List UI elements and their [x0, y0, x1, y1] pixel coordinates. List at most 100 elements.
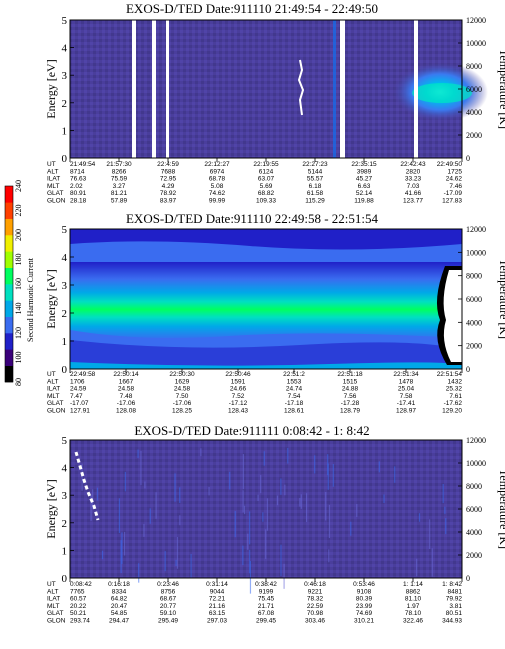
table-cell: 303.46	[305, 618, 325, 625]
table-cell: 75.45	[258, 596, 275, 603]
table-cell: 78.92	[160, 190, 177, 197]
table-row-label: ILAT	[47, 386, 60, 393]
table-cell: 7.48	[120, 393, 133, 400]
y2-tick-label: 0	[466, 154, 470, 163]
table-cell: 7.61	[449, 393, 462, 400]
table-cell: 63.15	[209, 610, 226, 617]
panel-1-ylabel: Energy [eV]	[44, 59, 58, 118]
table-cell: 72.95	[160, 176, 177, 183]
table-cell: 322.46	[403, 618, 423, 625]
y-tick-label: 4	[62, 463, 68, 475]
table-cell: 7.47	[70, 393, 83, 400]
table-cell: 8714	[70, 168, 85, 175]
table-cell: 22:4:59	[157, 161, 179, 168]
panel-2-plot	[69, 228, 463, 370]
y-tick-label: 4	[62, 252, 68, 264]
table-cell: 344.93	[442, 618, 462, 625]
table-cell: 0:46:18	[304, 581, 326, 588]
table-cell: 0:38:42	[255, 581, 277, 588]
table-cell: 128.08	[116, 408, 136, 415]
y2-tick-label: 10000	[466, 248, 486, 257]
table-cell: -17.07	[70, 400, 89, 407]
table-cell: 21.71	[258, 603, 275, 610]
colorbar-tick-label: 180	[14, 254, 23, 266]
table-cell: 24.88	[342, 386, 359, 393]
table-cell: 1706	[70, 378, 85, 385]
table-cell: 21:49:54	[70, 161, 96, 168]
table-cell: 123.77	[403, 198, 423, 205]
table-cell: 99.99	[209, 198, 226, 205]
table-row-label: UT	[47, 161, 56, 168]
table-cell: 119.88	[354, 198, 374, 205]
colorbar-cell	[5, 365, 13, 383]
colorbar-label: Second Harmonic Current	[26, 257, 35, 342]
table-cell: 6.18	[309, 183, 322, 190]
table-cell: 80.39	[356, 596, 373, 603]
table-row-label: MLT	[47, 603, 60, 610]
table-cell: 67.08	[258, 610, 275, 617]
table-row-label: MLT	[47, 183, 60, 190]
table-cell: 6124	[259, 168, 274, 175]
colorbar-tick-label: 200	[14, 229, 23, 241]
y2-tick-label: 0	[466, 574, 470, 583]
table-cell: 41.66	[405, 190, 422, 197]
y-tick-label: 0	[62, 573, 68, 585]
y-tick-label: 5	[62, 224, 68, 236]
table-cell: 8862	[406, 588, 421, 595]
table-cell: 293.74	[70, 618, 90, 625]
colorbar-cell	[5, 284, 13, 301]
table-cell: 57.89	[111, 198, 128, 205]
table-cell: 22:42:43	[400, 161, 426, 168]
table-cell: 22:27:23	[302, 161, 328, 168]
table-cell: 299.45	[256, 618, 276, 625]
panel-3: EXOS-D/TED Date:911111 0:08:42 - 1: 8:42…	[44, 423, 505, 625]
y-tick-label: 1	[62, 336, 68, 348]
panel-3-title: EXOS-D/TED Date:911111 0:08:42 - 1: 8:42	[134, 423, 369, 438]
table-cell: 20.77	[160, 603, 177, 610]
colorbar-tick-label: 240	[14, 180, 23, 192]
table-cell: 22:51:2	[283, 371, 305, 378]
colorbar-tick-label: 100	[14, 352, 23, 364]
table-row-label: ALT	[47, 378, 58, 385]
colorbar: 80 100 120 140 160 180 200 220 240 Second Harmon…	[4, 180, 35, 386]
table-cell: 7.46	[449, 183, 462, 190]
y2-tick-label: 8000	[466, 62, 482, 71]
colorbar-tick-label: 160	[14, 278, 23, 290]
colorbar-cell	[5, 333, 13, 350]
panel-2: EXOS-D/TED Date:911110 22:49:58 - 22:51:…	[44, 211, 505, 415]
panel-1-y2label: Temperature [K]	[497, 49, 505, 129]
table-row-label: ALT	[47, 168, 58, 175]
y2-tick-label: 12000	[466, 16, 486, 25]
table-cell: 22:35:15	[351, 161, 377, 168]
y2-tick-label: 2000	[466, 131, 482, 140]
table-cell: 28.18	[70, 198, 87, 205]
table-cell: 76.63	[70, 176, 87, 183]
table-cell: 115.29	[305, 198, 325, 205]
table-cell: 128.79	[340, 408, 360, 415]
table-cell: 128.61	[284, 408, 304, 415]
y-tick-label: 1	[62, 125, 68, 137]
table-cell: 24.59	[70, 386, 87, 393]
table-cell: 127.83	[442, 198, 462, 205]
table-cell: 25.32	[446, 386, 463, 393]
table-cell: 1553	[287, 378, 302, 385]
y-tick-label: 0	[62, 364, 68, 376]
table-cell: 109.33	[256, 198, 276, 205]
panel-1: EXOS-D/TED Date:911110 21:49:54 - 22:49:…	[44, 1, 505, 205]
table-cell: 2820	[406, 168, 421, 175]
colorbar-cell	[5, 300, 13, 317]
table-cell: 1591	[231, 378, 246, 385]
table-row-label: ILAT	[47, 596, 60, 603]
table-cell: 22:51:54	[437, 371, 463, 378]
table-cell: 5.08	[211, 183, 224, 190]
colorbar-tick-label: 140	[14, 303, 23, 315]
colorbar-cell	[5, 218, 13, 236]
y2-tick-label: 4000	[466, 108, 482, 117]
table-cell: 7.58	[400, 393, 413, 400]
table-cell: 5144	[308, 168, 323, 175]
panel-2-ylabel: Energy [eV]	[44, 269, 58, 328]
table-cell: 129.20	[442, 408, 462, 415]
table-cell: 78.10	[405, 610, 422, 617]
y2-tick-label: 2000	[466, 551, 482, 560]
table-cell: 7765	[70, 588, 85, 595]
